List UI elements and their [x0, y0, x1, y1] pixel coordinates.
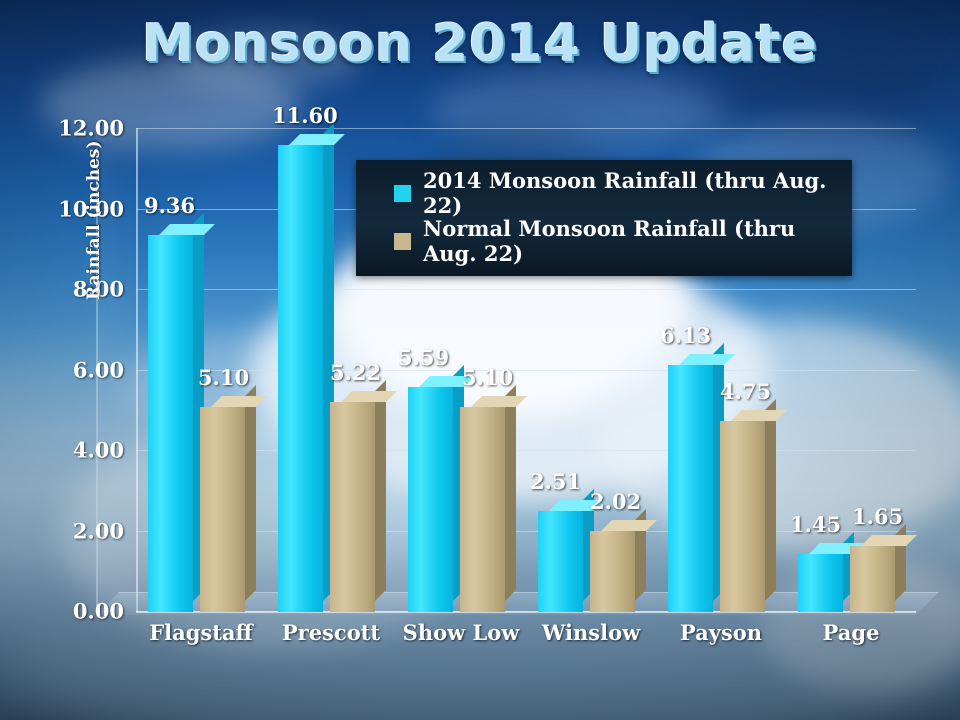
y-axis-tick-label: 0.00 [72, 598, 124, 624]
axis-wall [96, 128, 136, 612]
bar-group [656, 128, 787, 612]
bar-value-label: 5.10 [462, 364, 514, 390]
bar-top [289, 134, 345, 146]
chart-legend: 2014 Monsoon Rainfall (thru Aug. 22) Nor… [356, 160, 852, 276]
bar-group [526, 128, 657, 612]
cloud-shape [430, 70, 730, 150]
bar-value-label: 5.59 [398, 345, 450, 370]
bar[interactable] [200, 384, 267, 612]
bar-side [245, 384, 256, 601]
bar[interactable] [668, 343, 735, 612]
bar-face [408, 387, 453, 612]
bar[interactable] [148, 213, 215, 612]
bar-side [505, 384, 516, 601]
bar-face [720, 420, 765, 612]
bar-group [136, 128, 267, 612]
bar[interactable] [408, 365, 475, 612]
x-axis-label: Prescott [281, 620, 381, 645]
x-axis-label: Page [822, 620, 880, 645]
legend-item-series-2: Normal Monsoon Rainfall (thru Aug. 22) [394, 216, 852, 266]
plot-area: 0.00 2.00 4.00 6.00 8.00 10.00 12.00 9.36 5.10 1… [58, 103, 939, 624]
bar-side [375, 379, 386, 601]
bar-value-label: 6.13 [660, 323, 712, 349]
y-axis-tick-label: 2.00 [72, 518, 124, 543]
chart-title: Monsoon 2014 Update [142, 14, 818, 74]
legend-swatch-icon [394, 232, 411, 250]
legend-label: Normal Monsoon Rainfall (thru Aug. 22) [423, 216, 796, 266]
bar[interactable] [538, 488, 605, 612]
bar-top [211, 395, 267, 407]
bar-top [159, 224, 215, 236]
bar-value-label: 1.65 [852, 503, 904, 529]
bar-face [278, 145, 323, 612]
bar-value-label: 11.60 [272, 103, 338, 129]
y-axis-tick-label: 8.00 [72, 276, 124, 302]
bar-face [850, 545, 895, 612]
gridline [136, 450, 916, 451]
x-axis-category-labels: Flagstaff Prescott Show Low Winslow Payson Pa… [96, 620, 916, 656]
y-axis-tick-label: 10.00 [58, 196, 124, 221]
bar-value-label: 9.36 [144, 193, 196, 219]
y-axis-title: Rainfall (inches) [84, 140, 104, 300]
bar-value-label: 5.22 [330, 359, 382, 385]
cloud-shape [40, 60, 300, 150]
y-axis-tick-label: 12.00 [58, 115, 124, 141]
x-axis-line [136, 611, 916, 613]
gridline [136, 128, 916, 129]
bar-value-label: 2.51 [530, 468, 582, 494]
bar-face [590, 530, 635, 612]
legend-label: 2014 Monsoon Rainfall (thru Aug. 22) [423, 168, 827, 218]
bar-group [786, 128, 917, 612]
gridline [136, 369, 916, 371]
bar-top [471, 395, 527, 407]
y-axis-tick-label: 4.00 [72, 437, 124, 463]
cloud-shape [700, 40, 940, 130]
bar-face [668, 365, 713, 612]
bar[interactable] [590, 508, 657, 612]
bar-side [765, 398, 776, 601]
bar-value-label: 1.45 [790, 511, 842, 537]
bar-face [798, 553, 843, 612]
y-axis-back-line [96, 148, 98, 612]
bar-value-label: 4.75 [720, 378, 772, 404]
cloud-shape [170, 30, 360, 90]
gridline [136, 530, 916, 532]
bar-face [330, 401, 375, 612]
bar[interactable] [850, 523, 917, 612]
axis-wall-face [96, 128, 136, 612]
bar-face [538, 510, 583, 612]
bar-value-label: 5.10 [198, 364, 250, 390]
bar-top [861, 534, 917, 546]
gridline [136, 289, 916, 290]
x-axis-label: Flagstaff [149, 620, 253, 645]
y-axis-tick-label: 6.00 [72, 357, 124, 382]
bar[interactable] [798, 531, 865, 612]
x-axis-label: Payson [679, 620, 763, 645]
bar-face [460, 406, 505, 612]
x-axis-label: Show Low [402, 620, 520, 645]
legend-item-series-1: 2014 Monsoon Rainfall (thru Aug. 22) [394, 168, 852, 218]
bar[interactable] [720, 398, 787, 612]
bar[interactable] [278, 123, 345, 612]
bar-group [266, 123, 397, 612]
cloud-shape [600, 320, 960, 550]
bar-group [396, 128, 527, 612]
bar[interactable] [330, 379, 397, 612]
bar-top [679, 354, 735, 366]
legend-swatch-icon [394, 184, 411, 202]
bar-top [341, 390, 397, 402]
bar-face [148, 235, 193, 612]
bar-face [200, 406, 245, 612]
y-axis-line [136, 128, 138, 612]
bar-value-label: 2.02 [590, 488, 642, 514]
bar-top [731, 409, 787, 421]
x-axis-label: Winslow [541, 620, 641, 645]
bar[interactable] [460, 384, 527, 612]
bar-top [601, 519, 657, 531]
